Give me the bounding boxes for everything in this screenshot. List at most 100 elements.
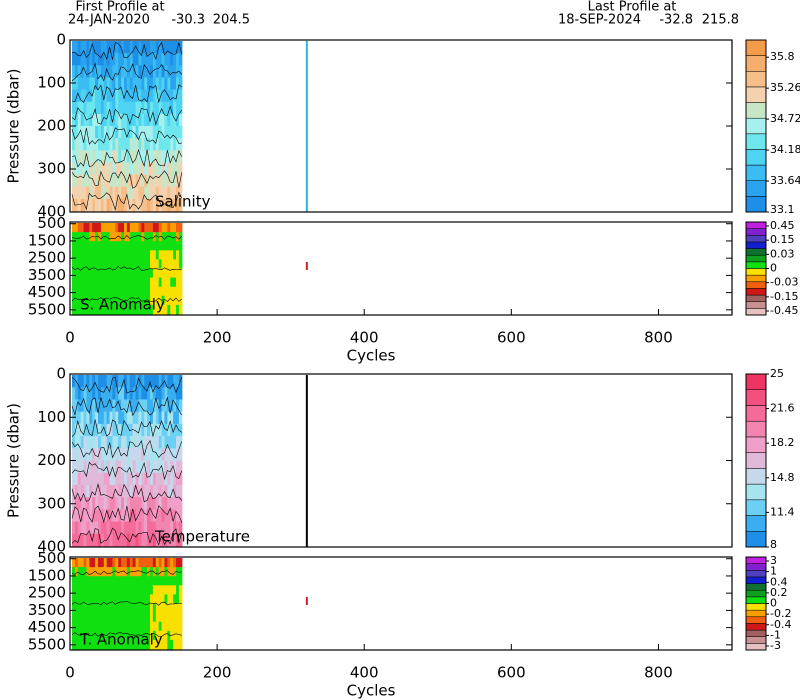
contour-cell — [144, 53, 148, 66]
contour-cell — [98, 558, 102, 568]
contour-cell — [98, 53, 102, 66]
contour-cell — [98, 603, 102, 614]
contour-cell — [112, 259, 116, 270]
contour-cell — [106, 77, 111, 91]
colorbar-band — [745, 228, 767, 236]
y-tick-label: 1500 — [28, 566, 66, 584]
contour-cell — [86, 387, 90, 401]
y-tick-label: 2500 — [28, 249, 66, 267]
contour-cell — [92, 162, 96, 176]
contour-cell — [164, 612, 168, 623]
contour-cell — [150, 138, 154, 151]
contour-cell — [147, 603, 151, 614]
contour-cell — [103, 113, 108, 127]
contour-cell — [138, 423, 142, 437]
contour-cell — [161, 612, 166, 623]
contour-cell — [80, 423, 85, 437]
contour-cell — [164, 174, 168, 188]
colorbar-band — [745, 294, 767, 302]
contour-cell — [176, 295, 180, 306]
contour-cell — [141, 387, 145, 401]
contour-cell — [138, 174, 142, 188]
contour-cell — [158, 603, 163, 614]
contour-cell — [121, 630, 125, 641]
contour-line — [71, 483, 183, 503]
contour-cell — [147, 533, 151, 547]
contour-cell — [141, 521, 145, 535]
colorbar-tick-label: 33.64 — [770, 174, 800, 187]
colorbar-tick-label: 25 — [770, 367, 784, 380]
contour-cell — [158, 630, 163, 641]
contour-cell — [155, 399, 160, 413]
contour-cell — [170, 295, 174, 306]
contour-cell — [173, 603, 177, 614]
contour-cell — [98, 277, 102, 288]
contour-cell — [147, 41, 151, 54]
contour-cell — [124, 138, 128, 151]
contour-cell — [112, 423, 116, 437]
contour-cell — [152, 41, 157, 54]
contour-cell — [100, 375, 105, 388]
contour-cell — [144, 460, 148, 474]
colorbar-band — [745, 261, 767, 269]
contour-cell — [106, 558, 111, 568]
contour-cell — [152, 89, 157, 103]
contour-cell — [126, 186, 131, 200]
contour-cell — [98, 126, 102, 139]
contour-field — [71, 558, 183, 650]
contour-cell — [98, 497, 102, 510]
contour-cell — [74, 223, 79, 233]
contour-cell — [158, 174, 163, 188]
contour-cell — [129, 521, 134, 535]
contour-cell — [170, 423, 174, 437]
contour-cell — [80, 603, 85, 614]
contour-cell — [100, 126, 105, 139]
contour-cell — [135, 576, 140, 586]
contour-cell — [74, 423, 79, 437]
contour-cell — [161, 89, 166, 103]
contour-cell — [72, 399, 76, 413]
contour-cell — [132, 594, 137, 605]
contour-cell — [109, 304, 114, 315]
contour-cell — [95, 621, 99, 632]
contour-cell — [103, 567, 108, 577]
contour-cell — [109, 268, 114, 279]
contour-cell — [109, 223, 114, 233]
contour-cell — [112, 621, 116, 632]
contour-cell — [98, 621, 102, 632]
contour-cell — [121, 241, 125, 251]
contour-cell — [74, 603, 79, 614]
contour-cell — [170, 268, 174, 279]
contour-cell — [98, 576, 102, 586]
contour-cell — [164, 630, 168, 641]
y-tick-label: 400 — [37, 203, 66, 221]
contour-cell — [135, 250, 140, 260]
contour-cell — [155, 411, 160, 425]
contour-cell — [176, 268, 180, 279]
colorbar-tick-label: -0.03 — [770, 276, 798, 289]
contour-cell — [126, 162, 131, 176]
contour-cell — [95, 186, 99, 200]
contour-cell — [141, 223, 145, 233]
contour-cell — [121, 126, 125, 139]
colorbar-band — [745, 133, 767, 150]
contour-cell — [92, 174, 96, 188]
contour-cell — [72, 150, 76, 164]
contour-cell — [155, 232, 160, 242]
contour-cell — [158, 304, 163, 315]
contour-cell — [121, 65, 125, 79]
colorbar-tick-label: -0.45 — [770, 304, 798, 317]
contour-cell — [129, 241, 134, 251]
contour-cell — [173, 387, 177, 401]
contour-cell — [103, 436, 108, 449]
contour-cell — [126, 101, 131, 115]
contour-cell — [89, 277, 93, 288]
contour-cell — [95, 509, 99, 523]
contour-cell — [121, 304, 125, 315]
contour-cell — [167, 268, 171, 279]
contour-cell — [173, 223, 177, 233]
contour-cell — [92, 509, 96, 523]
contour-cell — [100, 138, 105, 151]
colorbar-band — [745, 248, 767, 256]
contour-cell — [86, 268, 90, 279]
